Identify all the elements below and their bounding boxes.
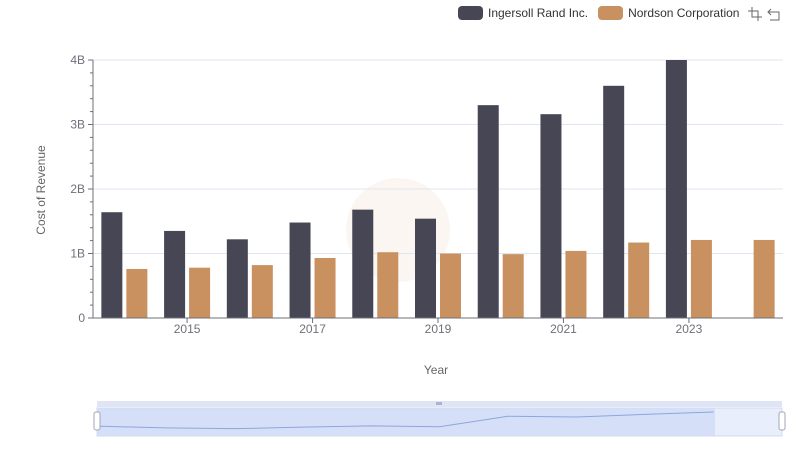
bar-ingersoll (352, 209, 374, 318)
bar-nordson (189, 267, 211, 318)
bar-ingersoll (540, 114, 562, 319)
y-tick-label: 3B (70, 118, 85, 132)
bar-nordson (628, 242, 650, 318)
y-tick-label: 0 (78, 311, 85, 325)
legend-label-nordson: Nordson Corporation (628, 6, 740, 20)
bar-ingersoll (164, 230, 186, 318)
y-tick-label: 2B (70, 182, 85, 196)
legend-item-ingersoll[interactable]: Ingersoll Rand Inc. (458, 6, 588, 20)
y-axis: 0 1B 2B 3B 4B (70, 53, 94, 325)
zoom-handle-right (778, 411, 786, 431)
y-tick-label: 4B (70, 53, 85, 67)
bar-nordson (502, 254, 524, 318)
bar-ingersoll (477, 105, 499, 319)
bar-nordson (314, 258, 336, 318)
bar-nordson (753, 239, 775, 318)
legend-swatch-nordson (598, 6, 624, 20)
x-tick-label: 2021 (550, 322, 577, 336)
bar-ingersoll (101, 212, 123, 318)
bar-ingersoll (603, 85, 625, 318)
legend: Ingersoll Rand Inc. Nordson Corporation (458, 4, 749, 22)
bar-nordson (377, 252, 399, 318)
bar-ingersoll (226, 239, 248, 318)
bar-ingersoll (289, 222, 311, 318)
y-tick-label: 1B (70, 247, 85, 261)
x-tick-label: 2015 (174, 322, 201, 336)
bar-nordson (126, 268, 148, 318)
bar-nordson (565, 250, 587, 318)
restore-icon[interactable] (767, 6, 783, 22)
x-axis-title: Year (423, 363, 449, 377)
x-axis: 2015 2017 2019 2021 2023 (93, 317, 783, 336)
bars (101, 60, 775, 319)
legend-item-nordson[interactable]: Nordson Corporation (598, 6, 739, 20)
x-tick-label: 2017 (299, 322, 326, 336)
y-axis-title: Cost of Revenue (34, 145, 48, 235)
data-zoom-slider[interactable] (93, 401, 786, 437)
zoom-selection (97, 408, 715, 436)
legend-label-ingersoll: Ingersoll Rand Inc. (488, 6, 589, 20)
bar-nordson (690, 239, 712, 318)
bar-ingersoll (415, 218, 436, 318)
zoom-top-handle (436, 402, 442, 405)
bar-ingersoll (665, 60, 687, 318)
legend-swatch-ingersoll (458, 6, 483, 20)
zoom-preview-line (96, 411, 714, 430)
bar-nordson (440, 253, 461, 318)
zoom-icon[interactable] (747, 6, 763, 22)
x-tick-label: 2019 (425, 322, 452, 336)
zoom-handle-left (93, 411, 101, 431)
bar-nordson (251, 265, 273, 318)
x-tick-label: 2023 (676, 322, 703, 336)
toolbox (747, 6, 783, 22)
